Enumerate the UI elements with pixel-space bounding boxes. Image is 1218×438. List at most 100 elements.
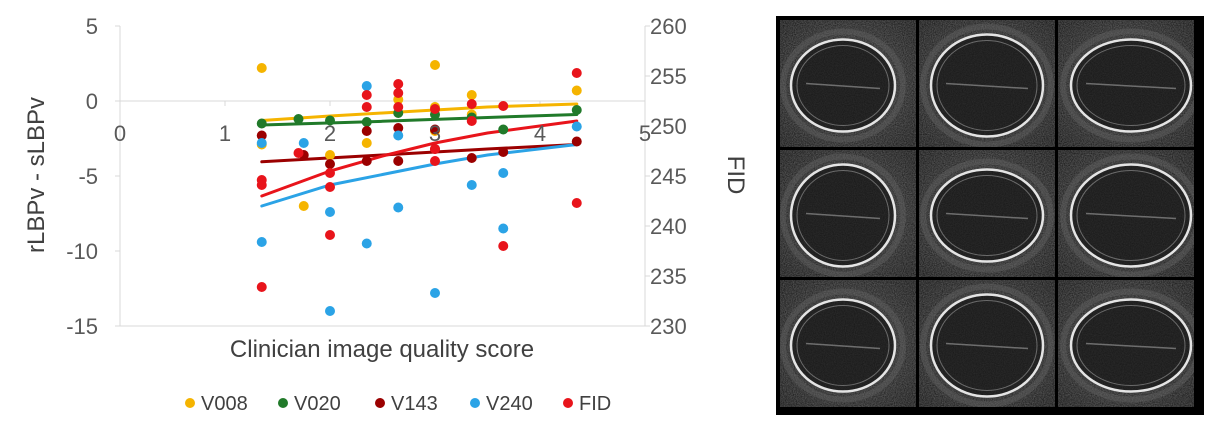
data-point-v240 <box>498 223 509 234</box>
data-point-fid <box>571 198 582 208</box>
data-point-fid <box>256 282 267 292</box>
legend-item-v240: V240 <box>470 393 533 415</box>
data-point-v020 <box>325 115 335 126</box>
legend-marker <box>563 398 573 408</box>
x-tick-label: 5 <box>639 121 651 146</box>
data-point-fid <box>430 104 440 114</box>
legend: V008 V020 V143 V240 FID <box>185 393 611 415</box>
trendlines <box>260 102 579 208</box>
legend-label: V143 <box>391 393 438 415</box>
legend-marker <box>470 398 480 408</box>
y2-tick-label: 230 <box>650 314 687 339</box>
data-point-v008 <box>466 90 477 100</box>
data-point-v240 <box>571 121 582 132</box>
data-point-fid <box>498 101 509 111</box>
x-tick-label: 4 <box>534 121 546 146</box>
data-point-v020 <box>498 124 509 135</box>
data-point-fid <box>361 90 372 100</box>
legend-label: FID <box>579 393 611 415</box>
data-points <box>256 60 582 316</box>
legend-marker <box>278 398 288 408</box>
y-axis-title: rLBPv - sLBPv <box>23 97 50 253</box>
y-tick-label: 5 <box>86 14 98 39</box>
data-point-v143 <box>430 124 440 135</box>
ultrasound-image <box>780 20 916 147</box>
legend-item-v020: V020 <box>278 393 341 415</box>
legend-label: V020 <box>294 393 341 415</box>
data-point-v240 <box>325 207 335 217</box>
data-point-v240 <box>325 306 335 316</box>
ultrasound-image <box>1058 20 1194 147</box>
ultrasound-image <box>919 280 1055 407</box>
data-point-v143 <box>393 123 404 133</box>
data-point-v240 <box>298 138 309 148</box>
data-point-v240 <box>498 168 509 178</box>
data-point-v143 <box>466 153 477 163</box>
ultrasound-image <box>919 20 1055 147</box>
data-point-fid <box>466 99 477 109</box>
x-tick-label: 0 <box>114 121 126 146</box>
x-tick-label: 3 <box>429 121 441 146</box>
data-point-v020 <box>256 118 267 129</box>
data-point-v240 <box>256 138 267 148</box>
legend-item-fid: FID <box>563 393 611 415</box>
data-point-v020 <box>571 105 582 115</box>
y2-tick-label: 235 <box>650 264 687 289</box>
data-point-v240 <box>256 237 267 247</box>
data-point-v240 <box>430 288 440 298</box>
data-point-v008 <box>298 201 309 211</box>
data-point-v143 <box>361 126 372 136</box>
x-tick-label: 1 <box>219 121 231 146</box>
data-point-v240 <box>466 180 477 190</box>
y2-tick-label: 260 <box>650 14 687 39</box>
data-point-v143 <box>498 147 509 157</box>
y-tick-label: 0 <box>86 89 98 114</box>
ultrasound-image <box>1058 280 1194 407</box>
data-point-fid <box>393 79 404 89</box>
data-point-v240 <box>393 202 404 213</box>
data-point-fid <box>430 144 440 154</box>
y-tick-label: -15 <box>66 314 98 339</box>
legend-label: V240 <box>486 393 533 415</box>
legend-marker <box>185 398 195 408</box>
ultrasound-image <box>1058 150 1194 277</box>
data-point-v008 <box>325 150 335 160</box>
scatter-chart: 0 1 2 3 4 5 5 0 -5 -10 -15 260 255 250 245 240 235 230 Cl… <box>23 14 749 415</box>
data-point-fid <box>430 156 440 166</box>
data-point-v143 <box>256 130 267 141</box>
data-point-v240 <box>393 130 404 141</box>
data-point-fid <box>393 88 404 98</box>
ultrasound-image-grid <box>776 16 1204 415</box>
data-point-v020 <box>361 117 372 127</box>
tick-labels: 0 1 2 3 4 5 5 0 -5 -10 -15 260 255 250 245 240 235 230 <box>66 14 687 339</box>
y2-axis-title: FID <box>722 156 749 195</box>
data-point-fid <box>325 182 335 192</box>
y2-tick-label: 255 <box>650 64 687 89</box>
data-point-fid <box>498 241 509 251</box>
legend-label: V008 <box>201 393 248 415</box>
data-point-v008 <box>256 63 267 73</box>
legend-item-v008: V008 <box>185 393 248 415</box>
data-point-v143 <box>361 156 372 166</box>
data-point-fid <box>256 175 267 185</box>
y2-tick-label: 245 <box>650 164 687 189</box>
legend-item-v143: V143 <box>375 393 438 415</box>
legend-marker <box>375 398 385 408</box>
data-point-v143 <box>325 159 335 169</box>
y-tick-label: -5 <box>78 164 98 189</box>
chart-axes <box>115 25 650 327</box>
x-axis-title: Clinician image quality score <box>230 336 534 363</box>
y2-tick-label: 250 <box>650 114 687 139</box>
data-point-v008 <box>571 85 582 96</box>
ultrasound-image <box>780 150 916 277</box>
y2-tick-label: 240 <box>650 214 687 239</box>
data-point-v143 <box>393 156 404 166</box>
y-tick-label: -10 <box>66 239 98 264</box>
data-point-v008 <box>430 60 440 70</box>
data-point-fid <box>293 148 304 158</box>
data-point-v240 <box>361 238 372 249</box>
data-point-fid <box>393 102 404 112</box>
ultrasound-image <box>919 150 1055 277</box>
ultrasound-image <box>780 280 916 407</box>
data-point-fid <box>361 102 372 112</box>
